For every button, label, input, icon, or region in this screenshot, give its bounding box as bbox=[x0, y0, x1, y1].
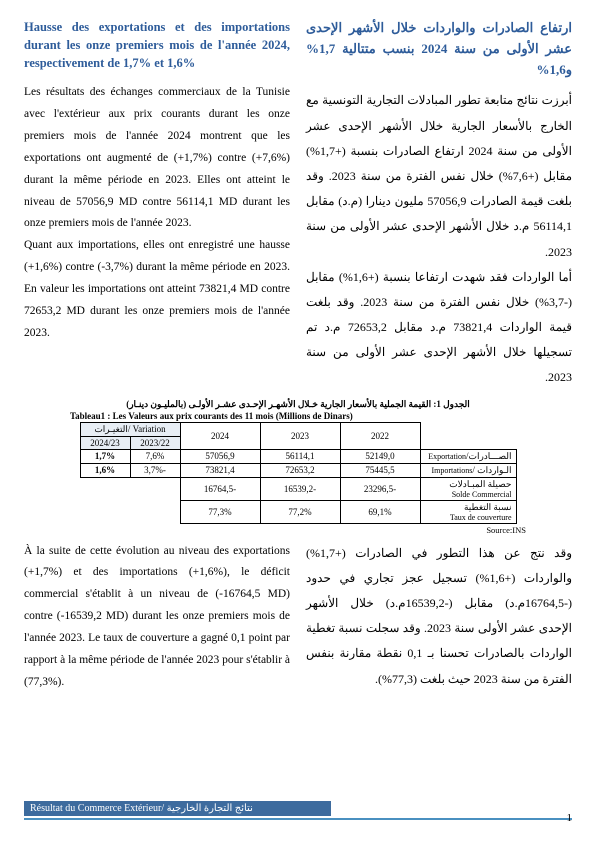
row-label: الصـــادرات/Exportation bbox=[420, 449, 516, 463]
col-blank bbox=[420, 422, 516, 449]
footer-label: Résultat du Commerce Extérieur/ نتائج ال… bbox=[24, 801, 331, 816]
body-fr-1: Les résultats des échanges commerciaux d… bbox=[24, 82, 290, 235]
col-2024: 2024 bbox=[180, 422, 260, 449]
table-source: Source:INS bbox=[24, 525, 526, 535]
title-arabic: ارتفاع الصادرات والواردات خلال الأشهر ال… bbox=[306, 18, 572, 80]
cell: 23296,5- bbox=[340, 477, 420, 500]
table-section: الجدول 1: القيمة الجملية بالأسعار الجاري… bbox=[24, 399, 572, 535]
cell: 3,7%- bbox=[130, 463, 180, 477]
table-row: 1,6% 3,7%- 73821,4 72653,2 75445,5 الـوا… bbox=[80, 463, 516, 477]
cell: 52149,0 bbox=[340, 449, 420, 463]
table-row: 16764,5- 16539,2- 23296,5- حصيلة المبـاد… bbox=[80, 477, 516, 500]
body-fr-3: À la suite de cette évolution au niveau … bbox=[24, 541, 290, 694]
column-french: Hausse des exportations et des importati… bbox=[24, 18, 290, 391]
cell: 72653,2 bbox=[260, 463, 340, 477]
body-ar-1: أبرزت نتائج متابعة تطور المبادلات التجار… bbox=[306, 88, 572, 264]
cell: 77,3% bbox=[180, 500, 260, 523]
table-caption-arabic: الجدول 1: القيمة الجملية بالأسعار الجاري… bbox=[24, 399, 572, 410]
row-label: حصيلة المبـادلاتSolde Commercial bbox=[420, 477, 516, 500]
cell: 73821,4 bbox=[180, 463, 260, 477]
cell: 16764,5- bbox=[180, 477, 260, 500]
top-columns: Hausse des exportations et des importati… bbox=[24, 18, 572, 391]
cell: 56114,1 bbox=[260, 449, 340, 463]
cell-empty bbox=[80, 477, 180, 523]
column-french-2: À la suite de cette évolution au niveau … bbox=[24, 541, 290, 694]
body-ar-3: وقد نتج عن هذا التطور في الصادرات (+1,7%… bbox=[306, 541, 572, 692]
row-label: نسبة التغطيةTaux de couverture bbox=[420, 500, 516, 523]
column-arabic: ارتفاع الصادرات والواردات خلال الأشهر ال… bbox=[306, 18, 572, 391]
row-label: الـواردات /Importations bbox=[420, 463, 516, 477]
cell: 7,6% bbox=[130, 449, 180, 463]
data-table: التغيـرات/ Variation 2024 2023 2022 2024… bbox=[80, 422, 517, 524]
table-caption-french: Tableau1 : Les Valeurs aux prix courants… bbox=[70, 411, 572, 421]
col-2023-22: 2023/22 bbox=[130, 436, 180, 449]
page-number: 1 bbox=[567, 812, 573, 824]
col-2023: 2023 bbox=[260, 422, 340, 449]
cell: 69,1% bbox=[340, 500, 420, 523]
table-header-row-1: التغيـرات/ Variation 2024 2023 2022 bbox=[80, 422, 516, 436]
col-variation: التغيـرات/ Variation bbox=[80, 422, 180, 436]
col-2022: 2022 bbox=[340, 422, 420, 449]
cell: 77,2% bbox=[260, 500, 340, 523]
title-french: Hausse des exportations et des importati… bbox=[24, 18, 290, 72]
cell: 1,6% bbox=[80, 463, 130, 477]
body-fr-2: Quant aux importations, elles ont enregi… bbox=[24, 235, 290, 344]
page-footer: Résultat du Commerce Extérieur/ نتائج ال… bbox=[24, 801, 572, 820]
footer-line bbox=[24, 818, 572, 820]
bottom-columns: À la suite de cette évolution au niveau … bbox=[24, 541, 572, 694]
cell: 16539,2- bbox=[260, 477, 340, 500]
table-row: 1,7% 7,6% 57056,9 56114,1 52149,0 الصـــ… bbox=[80, 449, 516, 463]
column-arabic-2: وقد نتج عن هذا التطور في الصادرات (+1,7%… bbox=[306, 541, 572, 694]
body-ar-2: أما الواردات فقد شهدت ارتفاعا بنسبة (+1,… bbox=[306, 265, 572, 391]
cell: 75445,5 bbox=[340, 463, 420, 477]
cell: 57056,9 bbox=[180, 449, 260, 463]
cell: 1,7% bbox=[80, 449, 130, 463]
col-2024-23: 2024/23 bbox=[80, 436, 130, 449]
